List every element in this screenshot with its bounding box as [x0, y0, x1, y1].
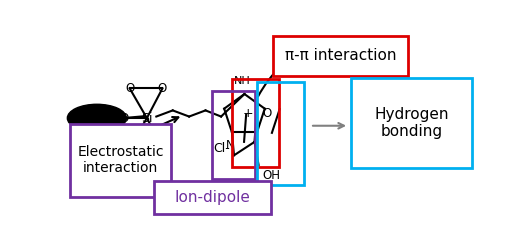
Text: Cl-: Cl- [214, 142, 230, 155]
Text: OH: OH [263, 169, 281, 182]
Text: N: N [226, 140, 234, 150]
Text: O: O [158, 141, 167, 154]
Text: π-π interaction: π-π interaction [285, 48, 397, 63]
Circle shape [67, 104, 126, 132]
Text: O: O [263, 107, 272, 120]
Text: O: O [158, 82, 167, 95]
Bar [273, 36, 408, 76]
Text: Ion-dipole: Ion-dipole [175, 190, 251, 205]
Bar [232, 79, 279, 167]
Bar [70, 124, 171, 197]
Text: O: O [125, 141, 134, 154]
Bar [257, 82, 304, 185]
Text: +: + [242, 107, 253, 120]
Bar [212, 91, 255, 180]
Text: O: O [125, 82, 134, 95]
Text: O: O [119, 112, 128, 124]
Bar [154, 181, 271, 214]
Text: NH: NH [234, 76, 251, 86]
Text: Electrostatic
interaction: Electrostatic interaction [77, 145, 163, 175]
Text: Hydrogen
bonding: Hydrogen bonding [375, 107, 449, 139]
Bar [351, 78, 472, 168]
Text: Si: Si [141, 112, 153, 124]
